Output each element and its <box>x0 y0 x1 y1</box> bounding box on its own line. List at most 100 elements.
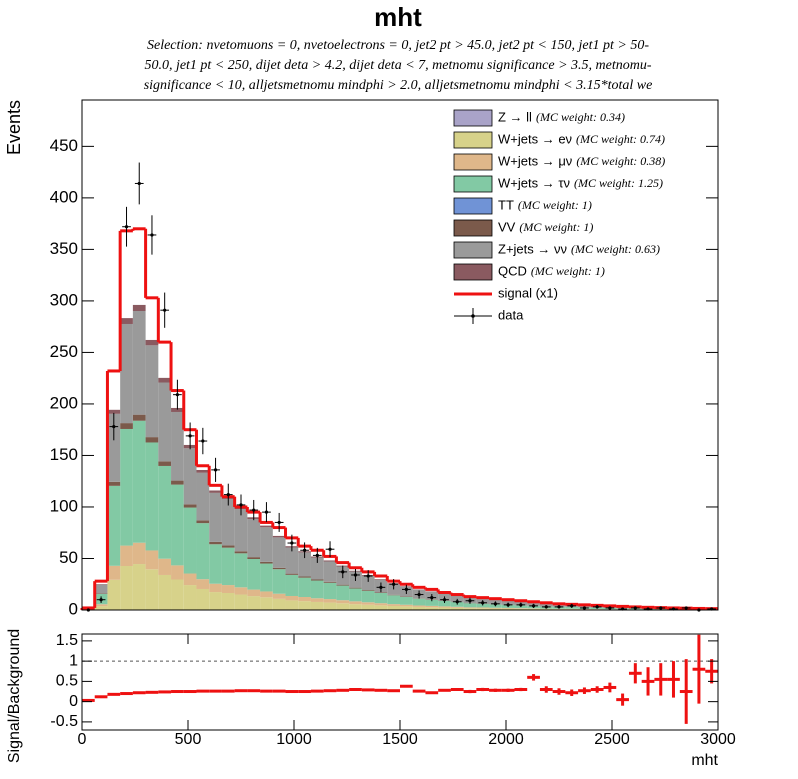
stack-bar <box>171 481 184 485</box>
y-tick-label: 50 <box>59 548 78 567</box>
stack-bar <box>387 595 400 604</box>
stack-bar <box>107 486 120 566</box>
data-point <box>557 605 560 608</box>
stack-bar <box>362 605 375 610</box>
stack-bar <box>133 415 146 421</box>
stack-bar <box>196 589 209 610</box>
y-tick-label: -0.5 <box>50 713 78 730</box>
data-point <box>316 554 319 557</box>
stack-bar <box>273 594 286 599</box>
y-tick-label: 0.5 <box>56 673 78 690</box>
legend-swatch <box>454 110 492 126</box>
stack-bar <box>375 603 388 605</box>
stack-bar <box>158 461 171 466</box>
stack-bar <box>184 504 197 507</box>
stack-bar <box>235 551 248 553</box>
stack-bar <box>324 582 337 583</box>
stack-bar <box>324 561 337 581</box>
stack-bar <box>247 559 260 590</box>
stack-bar <box>209 490 222 492</box>
legend-swatch <box>471 314 475 318</box>
subtitle: 50.0, jet1 pt < 250, dijet deta > 4.2, d… <box>144 58 651 73</box>
stack-bar <box>158 383 171 462</box>
legend-swatch <box>454 264 492 280</box>
stack-bar <box>336 585 349 586</box>
stack-bar <box>158 559 171 575</box>
legend-note: (MC weight: 0.34) <box>536 110 625 124</box>
x-tick-label: 1000 <box>276 731 312 748</box>
stack-bar <box>247 596 260 610</box>
stack-bar <box>349 604 362 610</box>
stack-bar <box>107 580 120 610</box>
legend-swatch <box>454 198 492 214</box>
y-tick-label: 450 <box>50 136 78 155</box>
stack-bar <box>120 423 133 429</box>
stack-bar <box>502 608 515 609</box>
data-point <box>150 233 153 236</box>
stack-bar <box>375 579 388 580</box>
stack-bar <box>387 604 400 606</box>
y-tick-label: 0 <box>69 693 78 710</box>
stack-bar <box>349 588 362 589</box>
stack-bar <box>273 568 286 569</box>
y-axis-label: Events <box>4 100 24 155</box>
stack-bar <box>222 593 235 610</box>
legend-label: VV <box>498 219 516 234</box>
data-point <box>634 606 637 609</box>
data-point <box>201 439 204 442</box>
legend-swatch <box>454 242 492 258</box>
legend-swatch <box>454 176 492 192</box>
stack-bar <box>133 305 146 311</box>
stack-bar <box>235 553 248 587</box>
x-tick-label: 500 <box>175 731 202 748</box>
stack-bar <box>209 493 222 542</box>
stack-bar <box>527 608 540 609</box>
y-tick-label: 100 <box>50 496 78 515</box>
data-point <box>112 425 115 428</box>
stack-bar <box>362 591 375 603</box>
stack-bar <box>349 601 362 604</box>
data-point <box>405 588 408 591</box>
stack-bar <box>120 324 133 423</box>
stack-bar <box>133 311 146 415</box>
stack-bar <box>425 606 438 607</box>
legend-note: (MC weight: 0.63) <box>571 242 660 256</box>
stack-bar <box>196 473 209 521</box>
y-tick-label: 1.5 <box>56 632 78 649</box>
legend-label: W+jets → eν <box>498 131 572 146</box>
stack-bar <box>158 466 171 559</box>
data-point <box>443 598 446 601</box>
stack-bar <box>336 600 349 603</box>
stack-bar <box>311 580 324 581</box>
data-point <box>519 603 522 606</box>
stack-bar <box>286 596 299 600</box>
stack-bar <box>209 544 222 583</box>
data-point <box>367 574 370 577</box>
data-point <box>252 508 255 511</box>
stack-bar <box>273 536 286 537</box>
data-point <box>189 434 192 437</box>
stack-bar <box>120 546 133 566</box>
stack-bar <box>260 591 273 597</box>
chart-title: mht <box>374 2 422 32</box>
data-point <box>214 468 217 471</box>
stack-bar <box>311 598 324 602</box>
stack-bar <box>311 602 324 610</box>
x-tick-label: 2500 <box>594 731 630 748</box>
stack-bar <box>413 599 426 606</box>
data-point <box>494 602 497 605</box>
data-point <box>303 549 306 552</box>
stack-bar <box>375 592 388 593</box>
stack-bar <box>209 542 222 544</box>
stack-bar <box>362 590 375 591</box>
stack-bar <box>171 485 184 566</box>
legend-label: TT <box>498 197 514 212</box>
stack-bar <box>184 508 197 574</box>
data-point <box>227 493 230 496</box>
stack-bar <box>286 575 299 596</box>
y-tick-label: 200 <box>50 393 78 412</box>
data-point <box>608 606 611 609</box>
data-point <box>328 548 331 551</box>
